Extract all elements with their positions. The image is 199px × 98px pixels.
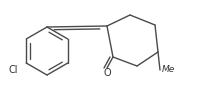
Text: Cl: Cl (9, 65, 18, 75)
Text: Me: Me (162, 65, 175, 74)
Text: O: O (103, 68, 111, 78)
